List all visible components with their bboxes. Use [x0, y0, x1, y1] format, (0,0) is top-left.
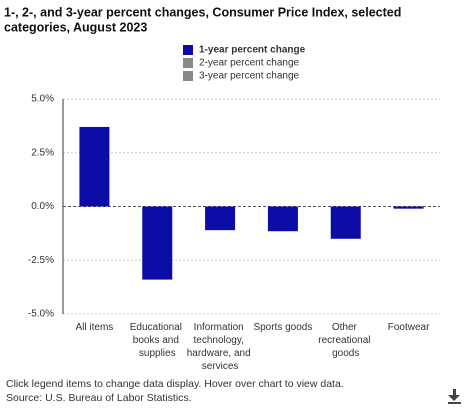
y-tick-label: 5.0%: [31, 94, 54, 105]
legend-swatch: [183, 58, 193, 68]
legend-swatch: [183, 71, 193, 81]
note: Click legend items to change data displa…: [6, 378, 344, 390]
x-tick-label: Sports goods: [253, 322, 312, 333]
bar: [393, 206, 424, 209]
legend-swatch: [183, 45, 193, 55]
download-icon[interactable]: [448, 389, 461, 404]
y-tick-label: 2.5%: [31, 147, 54, 158]
x-tick-label: All items: [76, 322, 114, 333]
chart-title: 1-, 2-, and 3-year percent changes, Cons…: [4, 5, 401, 19]
y-tick-label: 0.0%: [31, 201, 54, 212]
bar: [205, 206, 236, 231]
legend-label: 3-year percent change: [199, 71, 300, 82]
chart-title: categories, August 2023: [4, 20, 147, 34]
x-tick-label: Information technology, hardware, and se…: [187, 322, 254, 372]
legend-label: 2-year percent change: [199, 58, 300, 69]
y-tick-label: -2.5%: [28, 255, 54, 266]
x-tick-label: Educational books and supplies: [130, 322, 185, 359]
source: Source: U.S. Bureau of Labor Statistics.: [6, 392, 192, 404]
bar: [330, 206, 361, 239]
x-tick-label: Other recreational goods: [318, 322, 373, 359]
legend-label: 1-year percent change: [199, 45, 306, 56]
y-tick-label: -5.0%: [28, 309, 54, 320]
bar: [142, 206, 173, 280]
legend-item[interactable]: 3-year percent change: [183, 71, 300, 82]
legend-item[interactable]: 1-year percent change: [183, 45, 306, 56]
legend-item[interactable]: 2-year percent change: [183, 58, 300, 69]
bar: [79, 126, 110, 207]
x-tick-label: Footwear: [388, 322, 430, 333]
bar: [267, 206, 298, 232]
